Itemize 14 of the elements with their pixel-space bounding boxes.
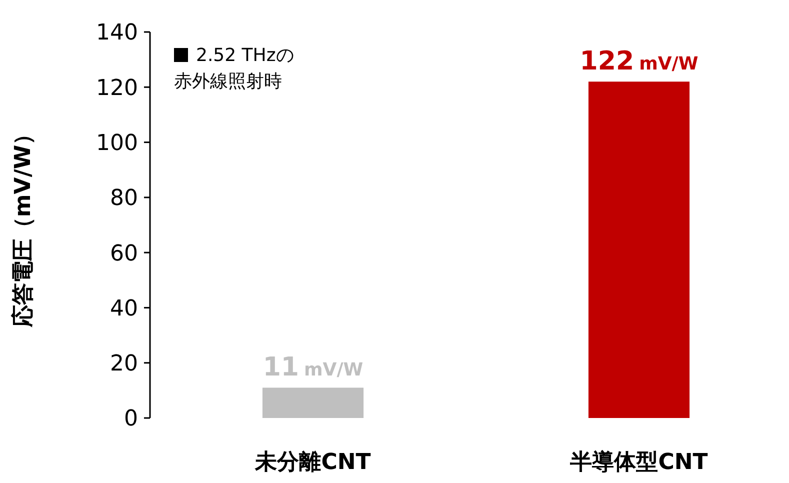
y-tick-label: 120 — [96, 76, 138, 101]
data-label: 11 mV/W — [262, 352, 364, 383]
y-tick-label: 0 — [124, 406, 138, 432]
x-tick-label: 未分離CNT — [254, 450, 371, 475]
y-tick-label: 80 — [110, 186, 138, 212]
y-tick-label: 20 — [110, 352, 138, 377]
y-tick-label: 100 — [96, 130, 138, 156]
x-tick-label: 半導体型CNT — [569, 449, 708, 475]
data-label: 122 mV/W — [580, 46, 698, 77]
y-tick-label: 60 — [110, 241, 138, 266]
annotation: 2.52 THzの赤外線照射時 — [174, 45, 294, 92]
y-axis-title: 応答電圧（mV/W） — [10, 122, 36, 328]
y-tick-label: 140 — [96, 20, 138, 46]
y-tick-label: 40 — [110, 296, 138, 322]
